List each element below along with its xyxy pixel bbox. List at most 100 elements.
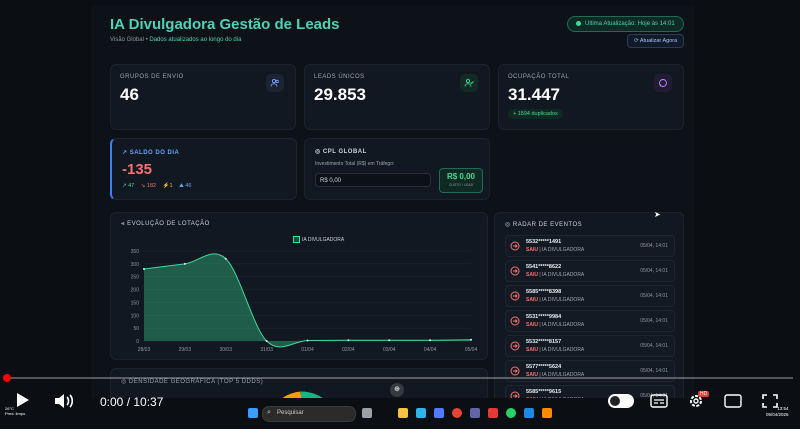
event-number: 5577*****5624 xyxy=(526,364,562,370)
event-source-name: | IA DIVULGADORA xyxy=(539,272,585,278)
explorer-icon[interactable] xyxy=(398,408,408,418)
data-point[interactable] xyxy=(429,339,432,342)
chrome-icon[interactable] xyxy=(452,408,462,418)
app-icon-blue[interactable] xyxy=(524,408,534,418)
radar-label-text: RADAR DE EVENTOS xyxy=(512,222,583,228)
data-point[interactable] xyxy=(347,339,350,342)
investment-input[interactable]: R$ 0,00 xyxy=(315,173,431,187)
data-point[interactable] xyxy=(306,339,309,342)
y-tick-label: 0 xyxy=(136,339,139,345)
data-point[interactable] xyxy=(265,340,268,342)
fullscreen-icon[interactable] xyxy=(762,394,778,413)
density-donut xyxy=(282,391,323,398)
x-tick-label: 04/04 xyxy=(424,347,437,353)
data-point[interactable] xyxy=(470,338,472,341)
store-icon[interactable] xyxy=(434,408,444,418)
mouse-cursor-icon: ➤ xyxy=(654,210,661,219)
radar-icon: ◎ xyxy=(505,222,513,228)
kpi-label: OCUPAÇÃO TOTAL xyxy=(508,74,570,80)
x-tick-label: 31/03 xyxy=(260,347,273,353)
event-row[interactable]: 5541*****8622 SAIU | IA DIVULGADORA 05/04,… xyxy=(505,260,675,282)
exit-icon xyxy=(510,291,520,301)
zoom-icon[interactable]: ⊕ xyxy=(390,383,404,397)
taskview-icon[interactable] xyxy=(362,408,372,418)
whatsapp-icon xyxy=(654,74,672,92)
event-row[interactable]: 5531*****9984 SAIU | IA DIVULGADORA 05/04,… xyxy=(505,310,675,332)
refresh-button[interactable]: ⟳ Atualizar Agora xyxy=(627,34,685,48)
event-row[interactable]: 5585*****8398 SAIU | IA DIVULGADORA 05/04,… xyxy=(505,285,675,307)
taskbar-search[interactable]: ⌕ Pesquisar xyxy=(262,406,356,422)
chart-icon: ⫷ xyxy=(121,221,128,227)
pause-toggle[interactable] xyxy=(608,394,634,408)
exit-icon xyxy=(510,316,520,326)
last-update-badge: Ultima Atualização: Hoje às 14:01 xyxy=(567,16,684,33)
subtitle-highlight: Dados atualizados ao longo do dia xyxy=(149,37,242,43)
exit-icon xyxy=(510,341,520,351)
volume-icon[interactable] xyxy=(54,393,74,414)
event-time: 05/04, 14:01 xyxy=(640,243,668,249)
search-icon: ⌕ xyxy=(267,409,271,416)
subtitle-prefix: Visão Global • xyxy=(110,37,148,43)
page-subtitle: Visão Global • Dados atualizados ao long… xyxy=(110,37,241,43)
play-icon[interactable] xyxy=(16,392,30,413)
users-icon xyxy=(266,74,284,92)
kpi-card-occupation: OCUPAÇÃO TOTAL 31.447 + 1594 duplicados xyxy=(498,64,684,130)
event-row[interactable]: 5577*****5624 SAIU | IA DIVULGADORA 05/04,… xyxy=(505,360,675,382)
app-icon-red[interactable] xyxy=(488,408,498,418)
event-source-name: | IA DIVULGADORA xyxy=(539,247,585,253)
event-source: SAIU | IA DIVULGADORA xyxy=(526,247,584,253)
event-row[interactable]: 5532*****1491 SAIU | IA DIVULGADORA 05/04,… xyxy=(505,235,675,257)
clock-time: 13:54 xyxy=(777,406,789,411)
x-tick-label: 02/04 xyxy=(342,347,355,353)
x-tick-label: 03/04 xyxy=(383,347,396,353)
refresh-icon: ⟳ xyxy=(634,38,639,44)
app-icon-orange[interactable] xyxy=(542,408,552,418)
stat-peak: ⛰ 46 xyxy=(179,183,192,189)
y-tick-label: 350 xyxy=(131,249,140,255)
whatsapp-app-icon[interactable] xyxy=(506,408,516,418)
progress-track[interactable] xyxy=(7,377,793,379)
weather-widget[interactable]: 26°C Pred. limpo xyxy=(5,406,25,416)
kpi-value: 46 xyxy=(120,85,139,104)
cpl-label-text: CPL GLOBAL xyxy=(322,149,367,155)
settings-icon[interactable]: HD xyxy=(688,391,710,414)
event-number: 5531*****9984 xyxy=(526,314,562,320)
event-source: SAIU | IA DIVULGADORA xyxy=(526,297,584,303)
theater-mode-icon[interactable] xyxy=(724,394,742,413)
dashboard-page: IA Divulgadora Gestão de Leads Visão Glo… xyxy=(92,6,694,398)
taskbar-clock[interactable]: 13:54 05/04/2026 xyxy=(766,406,789,418)
teams-icon[interactable] xyxy=(470,408,480,418)
saldo-value: -135 xyxy=(122,161,153,178)
edge-icon[interactable] xyxy=(416,408,426,418)
event-row[interactable]: 5532*****8157 SAIU | IA DIVULGADORA 05/04,… xyxy=(505,335,675,357)
legend-label: IA DIVULGADORA xyxy=(302,236,345,243)
x-tick-label: 28/03 xyxy=(138,347,151,353)
event-time: 05/04, 14:01 xyxy=(640,343,668,349)
event-time: 05/04, 14:01 xyxy=(640,268,668,274)
progress-handle[interactable] xyxy=(3,374,11,382)
radar-label: ◎ RADAR DE EVENTOS xyxy=(505,221,582,228)
y-tick-label: 200 xyxy=(131,288,140,294)
captions-icon[interactable] xyxy=(650,394,668,413)
event-status: SAIU xyxy=(526,322,538,328)
exit-icon xyxy=(510,266,520,276)
exit-icon xyxy=(510,391,520,398)
cpl-result: R$ 0,00 CUSTO / LEAD xyxy=(439,168,483,193)
event-number: 5532*****8157 xyxy=(526,339,562,345)
user-check-icon xyxy=(460,74,478,92)
event-time: 05/04, 14:01 xyxy=(640,368,668,374)
windows-start-icon[interactable] xyxy=(248,408,258,418)
y-tick-label: 100 xyxy=(131,313,140,319)
data-point[interactable] xyxy=(183,262,186,265)
toggle-knob xyxy=(610,396,620,406)
data-point[interactable] xyxy=(388,339,391,342)
event-row[interactable]: 5585*****9615SAIU | IA DIVULGADORA05/04,… xyxy=(505,385,675,398)
kpi-card-leads: LEADS ÚNICOS 29.853 xyxy=(304,64,490,130)
evolution-card: ⫷ EVOLUÇÃO DE LOTAÇÃO IA DIVULGADORA 350… xyxy=(110,212,488,360)
data-point[interactable] xyxy=(224,257,227,260)
event-number: 5532*****1491 xyxy=(526,239,562,245)
x-tick-label: 29/03 xyxy=(179,347,192,353)
x-tick-label: 05/04 xyxy=(465,347,478,353)
data-point[interactable] xyxy=(143,268,145,270)
